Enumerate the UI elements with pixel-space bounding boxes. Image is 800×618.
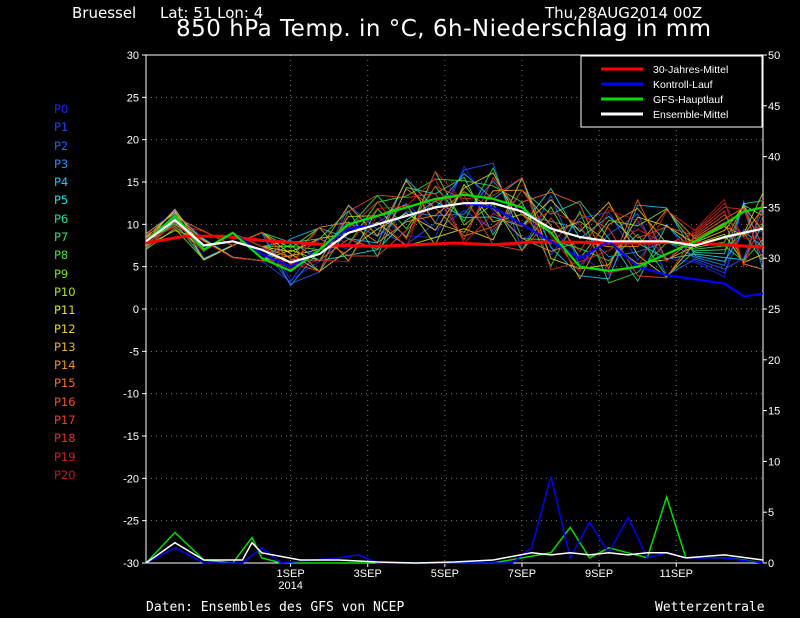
legend-label: Kontroll-Lauf	[653, 79, 713, 91]
y-tick-label: -20	[123, 473, 139, 485]
y2-tick-label: 50	[768, 50, 780, 62]
member-label: P8	[54, 248, 69, 263]
legend-label: Ensemble-Mittel	[653, 109, 728, 121]
legend-label: 30-Jahres-Mittel	[653, 64, 728, 76]
member-label: P5	[54, 193, 69, 208]
member-label: P7	[54, 230, 69, 245]
precip-line-kontroll-lauf	[145, 476, 764, 564]
member-label: P3	[54, 156, 69, 171]
y2-tick-label: 10	[768, 456, 780, 468]
member-label: P19	[54, 449, 76, 464]
x-tick-label: 1SEP	[277, 568, 305, 580]
station-name: Bruessel	[72, 4, 137, 22]
member-label: P13	[54, 339, 76, 354]
x-tick-label: 7SEP	[508, 568, 536, 580]
x-tick-label: 11SEP	[660, 568, 693, 580]
member-label: P16	[54, 394, 76, 409]
x-tick-label: 3SEP	[354, 568, 382, 580]
member-label: P4	[54, 175, 69, 190]
y-tick-label: 20	[127, 135, 139, 147]
y-tick-label: -15	[123, 431, 139, 443]
member-label: P17	[54, 413, 76, 428]
y2-tick-label: 0	[768, 558, 774, 570]
member-label: P11	[54, 303, 76, 318]
y-tick-label: 15	[127, 177, 139, 189]
member-list: P0 P1 P2 P3 P4 P5 P6 P7 P8 P9 P10 P11 P12 P13 P14 P15 P1…	[54, 100, 76, 484]
y-tick-label: 5	[133, 262, 139, 274]
x-tick-sublabel: 2014	[278, 580, 302, 592]
member-label: P20	[54, 467, 76, 482]
member-label: P1	[54, 120, 69, 135]
y2-tick-label: 15	[768, 406, 780, 418]
member-label: P9	[54, 266, 69, 281]
series-line-30-jahres-mittel	[145, 234, 764, 249]
y-tick-label: -5	[129, 346, 139, 358]
ensemble-member-line	[145, 165, 764, 281]
member-label: P14	[54, 358, 76, 373]
station-coordinates: Lat: 51 Lon: 4	[160, 4, 264, 22]
y-tick-label: 10	[127, 219, 139, 231]
y-tick-label: 25	[127, 92, 139, 104]
run-timestamp: Thu,28AUG2014 00Z	[545, 4, 703, 22]
data-source: Daten: Ensembles des GFS von NCEP	[146, 600, 405, 615]
member-label: P6	[54, 211, 69, 226]
y-tick-label: -10	[123, 389, 139, 401]
x-tick-label: 5SEP	[431, 568, 459, 580]
grid-lines	[146, 55, 763, 563]
member-label: P12	[54, 321, 76, 336]
ensemble-member-lines	[145, 162, 764, 287]
chart-title: 850 hPa Temp. in °C, 6h-Niederschlag in …	[176, 16, 712, 42]
y2-tick-label: 5	[768, 507, 774, 519]
member-label: P0	[54, 102, 69, 116]
y2-tick-label: 20	[768, 355, 780, 367]
precip-line-ensemble-mittel	[145, 541, 764, 564]
precip-line-gfs-hauptlauf	[145, 494, 764, 564]
y2-tick-label: 45	[768, 101, 780, 113]
y2-tick-label: 25	[768, 304, 780, 316]
legend-label: GFS-Hauptlauf	[653, 94, 723, 106]
member-label: P15	[54, 376, 76, 391]
member-label: P10	[54, 284, 76, 299]
legend: 30-Jahres-Mittel Kontroll-Lauf GFS-Hauptla…	[580, 55, 763, 128]
series-line-ensemble-mittel	[145, 202, 764, 264]
ensemble-member-line	[145, 177, 764, 271]
brand-name: Wetterzentrale	[655, 600, 765, 615]
y-tick-label: -25	[123, 516, 139, 528]
member-label: P18	[54, 431, 76, 446]
series-line-gfs-hauptlauf	[145, 193, 764, 272]
member-label: P2	[54, 138, 69, 153]
y-tick-label: 0	[133, 304, 139, 316]
y2-tick-label: 35	[768, 202, 780, 214]
y2-tick-label: 30	[768, 253, 780, 265]
plot-frame	[145, 54, 764, 564]
y-tick-label: -30	[123, 558, 139, 570]
y-tick-label: 30	[127, 50, 139, 62]
y2-tick-label: 40	[768, 152, 780, 164]
x-tick-label: 9SEP	[585, 568, 613, 580]
